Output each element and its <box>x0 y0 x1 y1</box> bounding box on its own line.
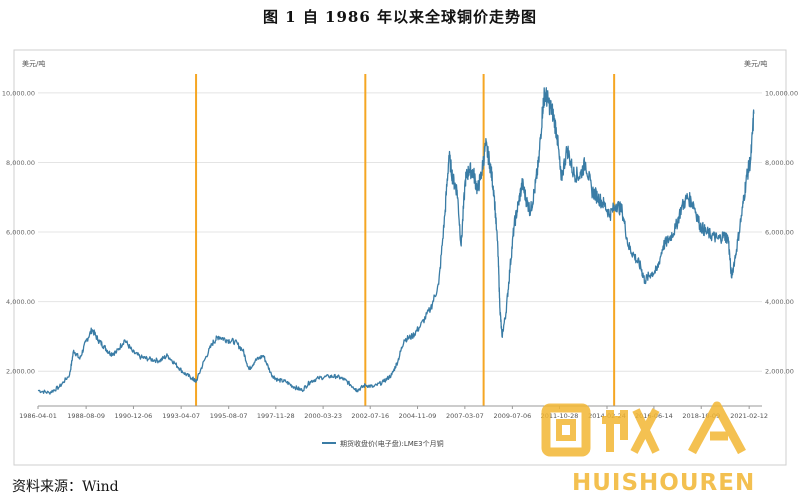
ytick-label-right: 10,000.00 <box>765 89 798 97</box>
xtick-label: 2009-07-06 <box>493 412 531 420</box>
series-line-lme-copper <box>37 87 755 395</box>
data-source: 资料来源：Wind <box>12 479 119 495</box>
xtick-label: 1990-12-06 <box>115 412 153 420</box>
xtick-label: 1988-08-09 <box>67 412 105 420</box>
watermark-text: HUISHOUREN <box>572 470 755 496</box>
ytick-label-left: 6,000.00 <box>6 229 35 237</box>
ytick-label-left: 2,000.00 <box>6 368 35 376</box>
ytick-label-right: 2,000.00 <box>765 368 794 376</box>
ytick-label-right: 8,000.00 <box>765 159 794 167</box>
chart-title: 图 1 自 1986 年以来全球铜价走势图 <box>262 8 538 26</box>
xtick-label: 1986-04-01 <box>19 412 57 420</box>
ytick-label-left: 8,000.00 <box>6 159 35 167</box>
xtick-label: 1993-04-07 <box>162 412 200 420</box>
legend: 期货收盘价(电子盘):LME3个月铜 <box>322 439 444 448</box>
ylabel-left: 美元/吨 <box>22 59 45 68</box>
xtick-label: 2021-02-12 <box>730 412 768 420</box>
xtick-label: 2011-10-28 <box>541 412 579 420</box>
xtick-label: 2000-03-23 <box>304 412 342 420</box>
xtick-label: 2007-03-07 <box>446 412 484 420</box>
xtick-label: 1995-08-07 <box>210 412 248 420</box>
ytick-label-left: 4,000.00 <box>6 298 35 306</box>
ylabel-right: 美元/吨 <box>744 59 767 68</box>
xtick-label: 2004-11-09 <box>399 412 437 420</box>
vline-layer <box>195 74 616 406</box>
legend-entry: 期货收盘价(电子盘):LME3个月铜 <box>340 439 444 448</box>
xtick-label: 2018-10-09 <box>682 412 720 420</box>
grid-layer <box>38 92 762 372</box>
axis-layer: 2,000.00 2,000.00 4,000.00 4,000.00 6,000.00… <box>2 89 798 420</box>
xtick-label: 2002-07-16 <box>351 412 389 420</box>
huishouren-logo: HUISHOUREN <box>532 396 794 496</box>
series-layer <box>37 87 755 395</box>
chart-frame <box>13 49 787 466</box>
ytick-label-right: 4,000.00 <box>765 298 794 306</box>
ytick-label-right: 6,000.00 <box>765 229 794 237</box>
ytick-label-left: 10,000.00 <box>2 89 35 97</box>
xtick-label: 1997-11-28 <box>257 412 295 420</box>
